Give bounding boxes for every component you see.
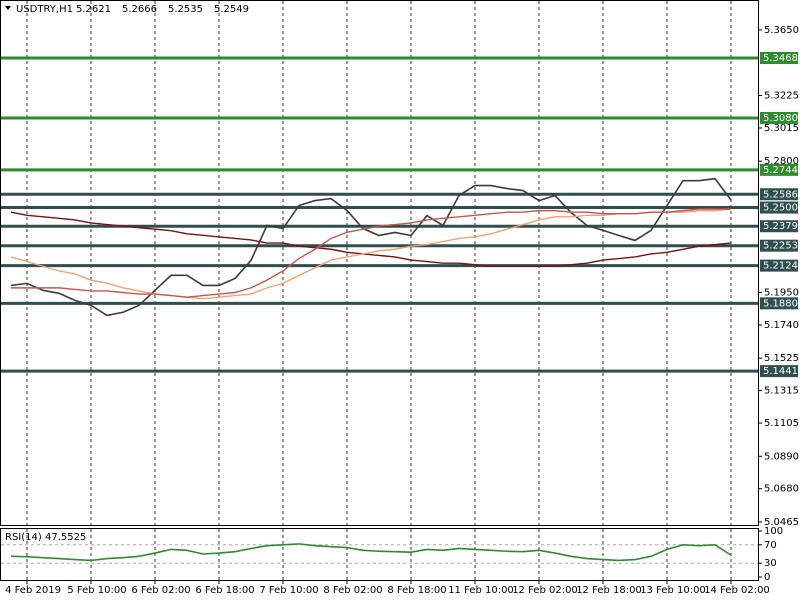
series-line (10, 208, 732, 300)
symbol: USDTRY,H1 (16, 4, 73, 15)
level-label-box (760, 239, 798, 252)
x-tick-label: 14 Feb 02:00 (704, 585, 770, 596)
y-tick-label: 5.3650 (764, 25, 799, 36)
ohlc-value: 5.2666 (122, 4, 157, 15)
x-tick-label: 8 Feb 18:00 (387, 585, 446, 596)
y-tick-label: 5.1105 (764, 418, 799, 429)
y-tick-label: 0 (764, 572, 770, 583)
y-tick-label: 30 (764, 558, 777, 569)
level-label: 5.2124 (763, 261, 798, 272)
y-tick-label: 5.2800 (764, 156, 799, 167)
series-line (10, 211, 732, 267)
level-label: 5.2744 (763, 165, 798, 176)
level-label-box (760, 259, 798, 272)
x-tick-label: 6 Feb 02:00 (131, 585, 190, 596)
main-frame (0, 0, 759, 526)
ohlc-value: 5.2621 (76, 4, 111, 15)
level-label-box (760, 163, 798, 176)
x-tick-label: 4 Feb 2019 (5, 585, 61, 596)
x-tick-label: 11 Feb 10:00 (448, 585, 514, 596)
y-tick-label: 70 (764, 540, 777, 551)
series-line (11, 208, 731, 298)
level-label: 5.3468 (763, 53, 798, 64)
level-label: 5.2253 (763, 241, 798, 252)
x-tick-label: 12 Feb 02:00 (512, 585, 578, 596)
ohlc-value: 5.2535 (168, 4, 203, 15)
rsi-value: 47.5525 (45, 532, 86, 543)
y-tick-label: 5.1950 (764, 288, 799, 299)
y-tick-label: 5.1315 (764, 386, 799, 397)
level-label: 5.1880 (763, 298, 798, 309)
level-label-box (760, 220, 798, 233)
level-label-box (760, 201, 798, 214)
x-tick-label: 5 Feb 10:00 (67, 585, 126, 596)
level-label: 5.2500 (763, 203, 798, 214)
y-tick-label: 5.0680 (764, 484, 799, 495)
y-tick-label: 5.1740 (764, 320, 799, 331)
x-tick-label: 8 Feb 02:00 (323, 585, 382, 596)
level-label-box (760, 111, 798, 124)
level-label: 5.3080 (763, 113, 798, 124)
x-tick-label: 6 Feb 18:00 (195, 585, 254, 596)
rsi-title: RSI(14) (5, 532, 42, 543)
ohlc-value: 5.2549 (214, 4, 249, 15)
level-label: 5.1441 (763, 366, 798, 377)
y-tick-label: 100 (764, 526, 783, 537)
x-tick-label: 13 Feb 10:00 (640, 585, 706, 596)
level-label-box (760, 52, 798, 65)
y-tick-label: 5.0890 (764, 451, 799, 462)
y-tick-label: 5.3225 (764, 91, 799, 102)
rsi-frame (0, 528, 759, 581)
y-tick-label: 5.3015 (764, 123, 799, 134)
series-line (10, 543, 732, 562)
level-label-box (760, 365, 798, 378)
x-tick-label: 7 Feb 10:00 (259, 585, 318, 596)
series-line (10, 177, 732, 317)
menu-arrow[interactable] (5, 6, 11, 10)
level-label: 5.2586 (763, 189, 798, 200)
y-tick-label: 5.1525 (764, 353, 799, 364)
y-tick-label: 5.0465 (764, 517, 799, 528)
x-tick-label: 12 Feb 18:00 (576, 585, 642, 596)
level-label: 5.2379 (763, 221, 798, 232)
level-label-box (760, 188, 798, 201)
level-label-box (760, 297, 798, 310)
